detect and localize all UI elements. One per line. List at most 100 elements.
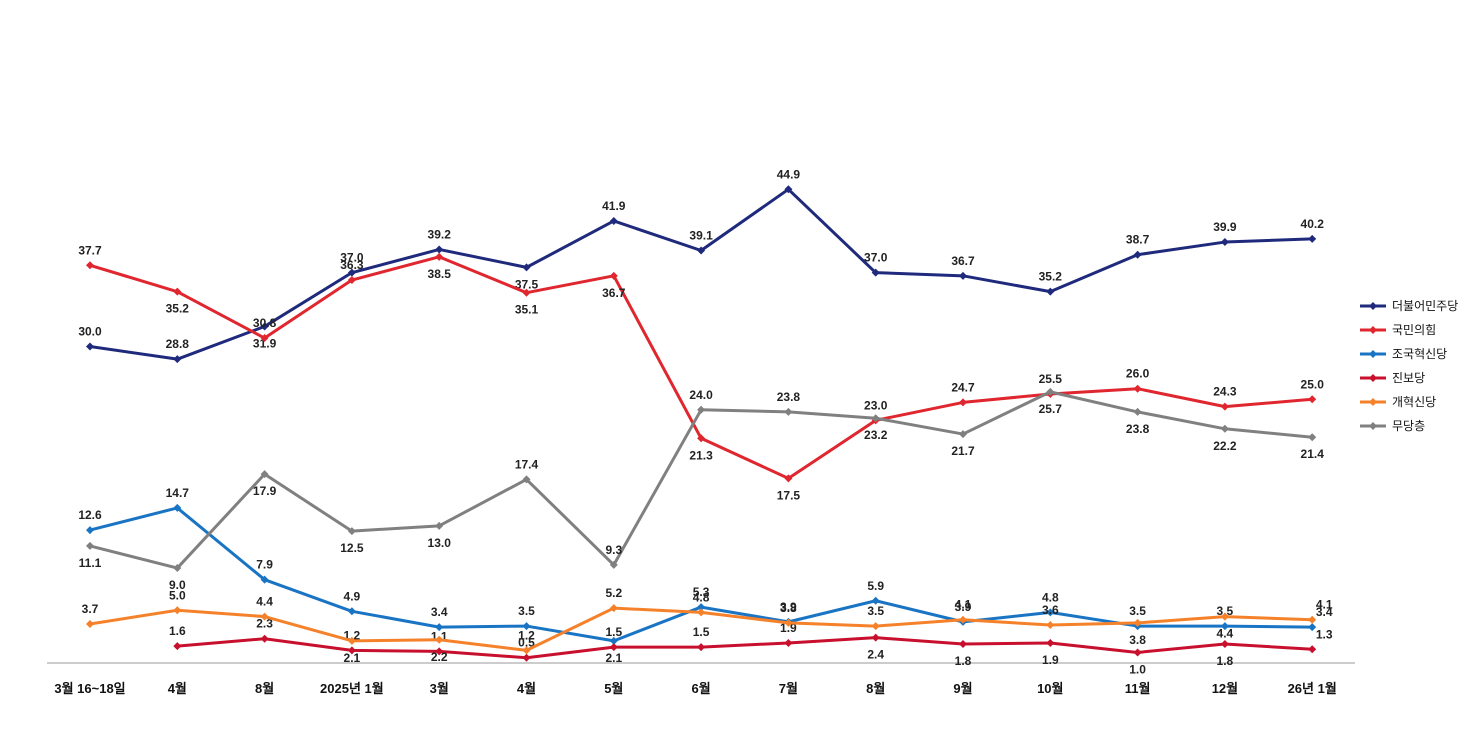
data-label: 37.5 (515, 277, 539, 291)
data-point (435, 252, 444, 261)
data-label: 23.0 (864, 398, 888, 412)
legend-swatch-marker (1369, 326, 1377, 334)
data-label: 44.9 (777, 167, 801, 181)
x-tick-label: 12월 (1212, 681, 1238, 696)
data-label: 9.0 (169, 578, 186, 592)
data-label: 38.7 (1126, 233, 1150, 247)
data-point (1308, 623, 1317, 632)
data-label: 25.5 (1039, 372, 1063, 386)
data-label: 3.8 (1129, 633, 1146, 647)
legend-swatch-marker (1369, 374, 1377, 382)
x-tick-label: 7월 (779, 681, 798, 696)
data-point (1046, 638, 1055, 647)
x-tick-label: 6월 (691, 681, 710, 696)
data-label: 31.9 (253, 336, 277, 350)
data-label: 2.4 (867, 648, 884, 662)
data-label: 37.0 (864, 251, 888, 265)
data-point (1046, 287, 1055, 296)
data-point (435, 245, 444, 254)
data-label: 1.9 (1042, 653, 1059, 667)
series-line (89, 506, 1313, 643)
data-label: 2.3 (256, 617, 273, 631)
x-tick-label: 4월 (517, 681, 536, 696)
data-point (871, 414, 880, 423)
data-point (609, 216, 618, 225)
data-label: 1.8 (1217, 654, 1234, 668)
data-label: 23.2 (864, 428, 888, 442)
data-point (784, 407, 793, 416)
data-point (1046, 387, 1055, 396)
data-label: 17.5 (777, 488, 801, 502)
data-label: 4.8 (693, 590, 710, 604)
data-label: 3.5 (1217, 604, 1234, 618)
data-label: 3.9 (955, 600, 972, 614)
legend-label: 개혁신당 (1392, 395, 1436, 409)
data-label: 1.5 (605, 625, 622, 639)
data-label: 28.8 (166, 337, 190, 351)
legend-swatch-marker (1369, 350, 1377, 358)
series-line (89, 390, 1313, 570)
data-point (697, 603, 706, 612)
data-label: 21.3 (689, 448, 713, 462)
data-label: 35.1 (515, 303, 539, 317)
data-label: 1.5 (693, 625, 710, 639)
data-point (697, 405, 706, 414)
legend-label: 진보당 (1392, 371, 1425, 385)
data-label: 38.5 (428, 267, 452, 281)
data-label: 37.7 (78, 243, 102, 257)
data-label: 4.1 (955, 598, 972, 612)
data-label: 3.4 (1316, 605, 1333, 619)
data-label: 9.3 (605, 543, 622, 557)
data-point (609, 271, 618, 280)
data-label: 4.1 (1316, 598, 1333, 612)
data-label: 24.0 (689, 388, 713, 402)
data-point (435, 635, 444, 644)
data-label: 26.0 (1126, 367, 1150, 381)
x-tick-label: 2025년 1월 (320, 681, 384, 696)
series-1: 30.0 28.8 31.9 37.0 39.2 37.5 41.9 39.1 44.9 37.0… (78, 167, 1325, 364)
data-label: 5.3 (693, 585, 710, 599)
data-label: 30.8 (253, 316, 277, 330)
data-label: 39.9 (1213, 220, 1237, 234)
data-point (86, 541, 94, 550)
data-point (435, 623, 444, 632)
series-3: 12.614.77.94.93.4 3.52.15.33.95.93.94.83.… (78, 486, 1333, 665)
x-tick-label: 3월 16~18일 (54, 681, 125, 696)
data-label: 3.4 (431, 605, 448, 619)
data-label: 39.2 (428, 227, 452, 241)
series-6: 11.1 9.0 17.9 12.5 13.0 17.4 9.3 24.0 23.8 23.2 21… (79, 388, 1325, 592)
data-point (1220, 640, 1229, 649)
data-label: 11.1 (79, 556, 102, 570)
data-label: 36.7 (602, 286, 626, 300)
legend-swatch-marker (1369, 422, 1377, 430)
data-label: 40.2 (1301, 217, 1325, 231)
data-label: 36.3 (340, 258, 364, 272)
data-label: 3.5 (1129, 604, 1146, 618)
x-tick-label: 8월 (866, 681, 885, 696)
data-point (173, 564, 182, 573)
data-point (522, 646, 531, 655)
data-point (1220, 402, 1229, 411)
data-point (347, 268, 356, 277)
data-point (260, 470, 269, 479)
x-tick-label: 4월 (168, 681, 187, 696)
data-label: 36.7 (951, 254, 975, 268)
data-point (1133, 618, 1142, 627)
x-tick-label: 26년 1월 (1288, 681, 1337, 696)
data-point (347, 607, 356, 616)
data-point (347, 636, 356, 645)
data-point (1220, 424, 1229, 433)
data-label: 4.4 (256, 595, 273, 609)
data-label: 2.2 (431, 650, 448, 664)
data-point (1220, 622, 1229, 631)
data-label: 2.1 (605, 651, 622, 665)
data-point (609, 643, 618, 652)
x-tick-label: 9월 (953, 681, 972, 696)
data-point (522, 653, 531, 662)
data-label: 3.5 (518, 604, 535, 618)
data-label: 17.4 (515, 457, 539, 471)
data-point (959, 398, 967, 407)
x-tick-label: 10월 (1037, 681, 1063, 696)
